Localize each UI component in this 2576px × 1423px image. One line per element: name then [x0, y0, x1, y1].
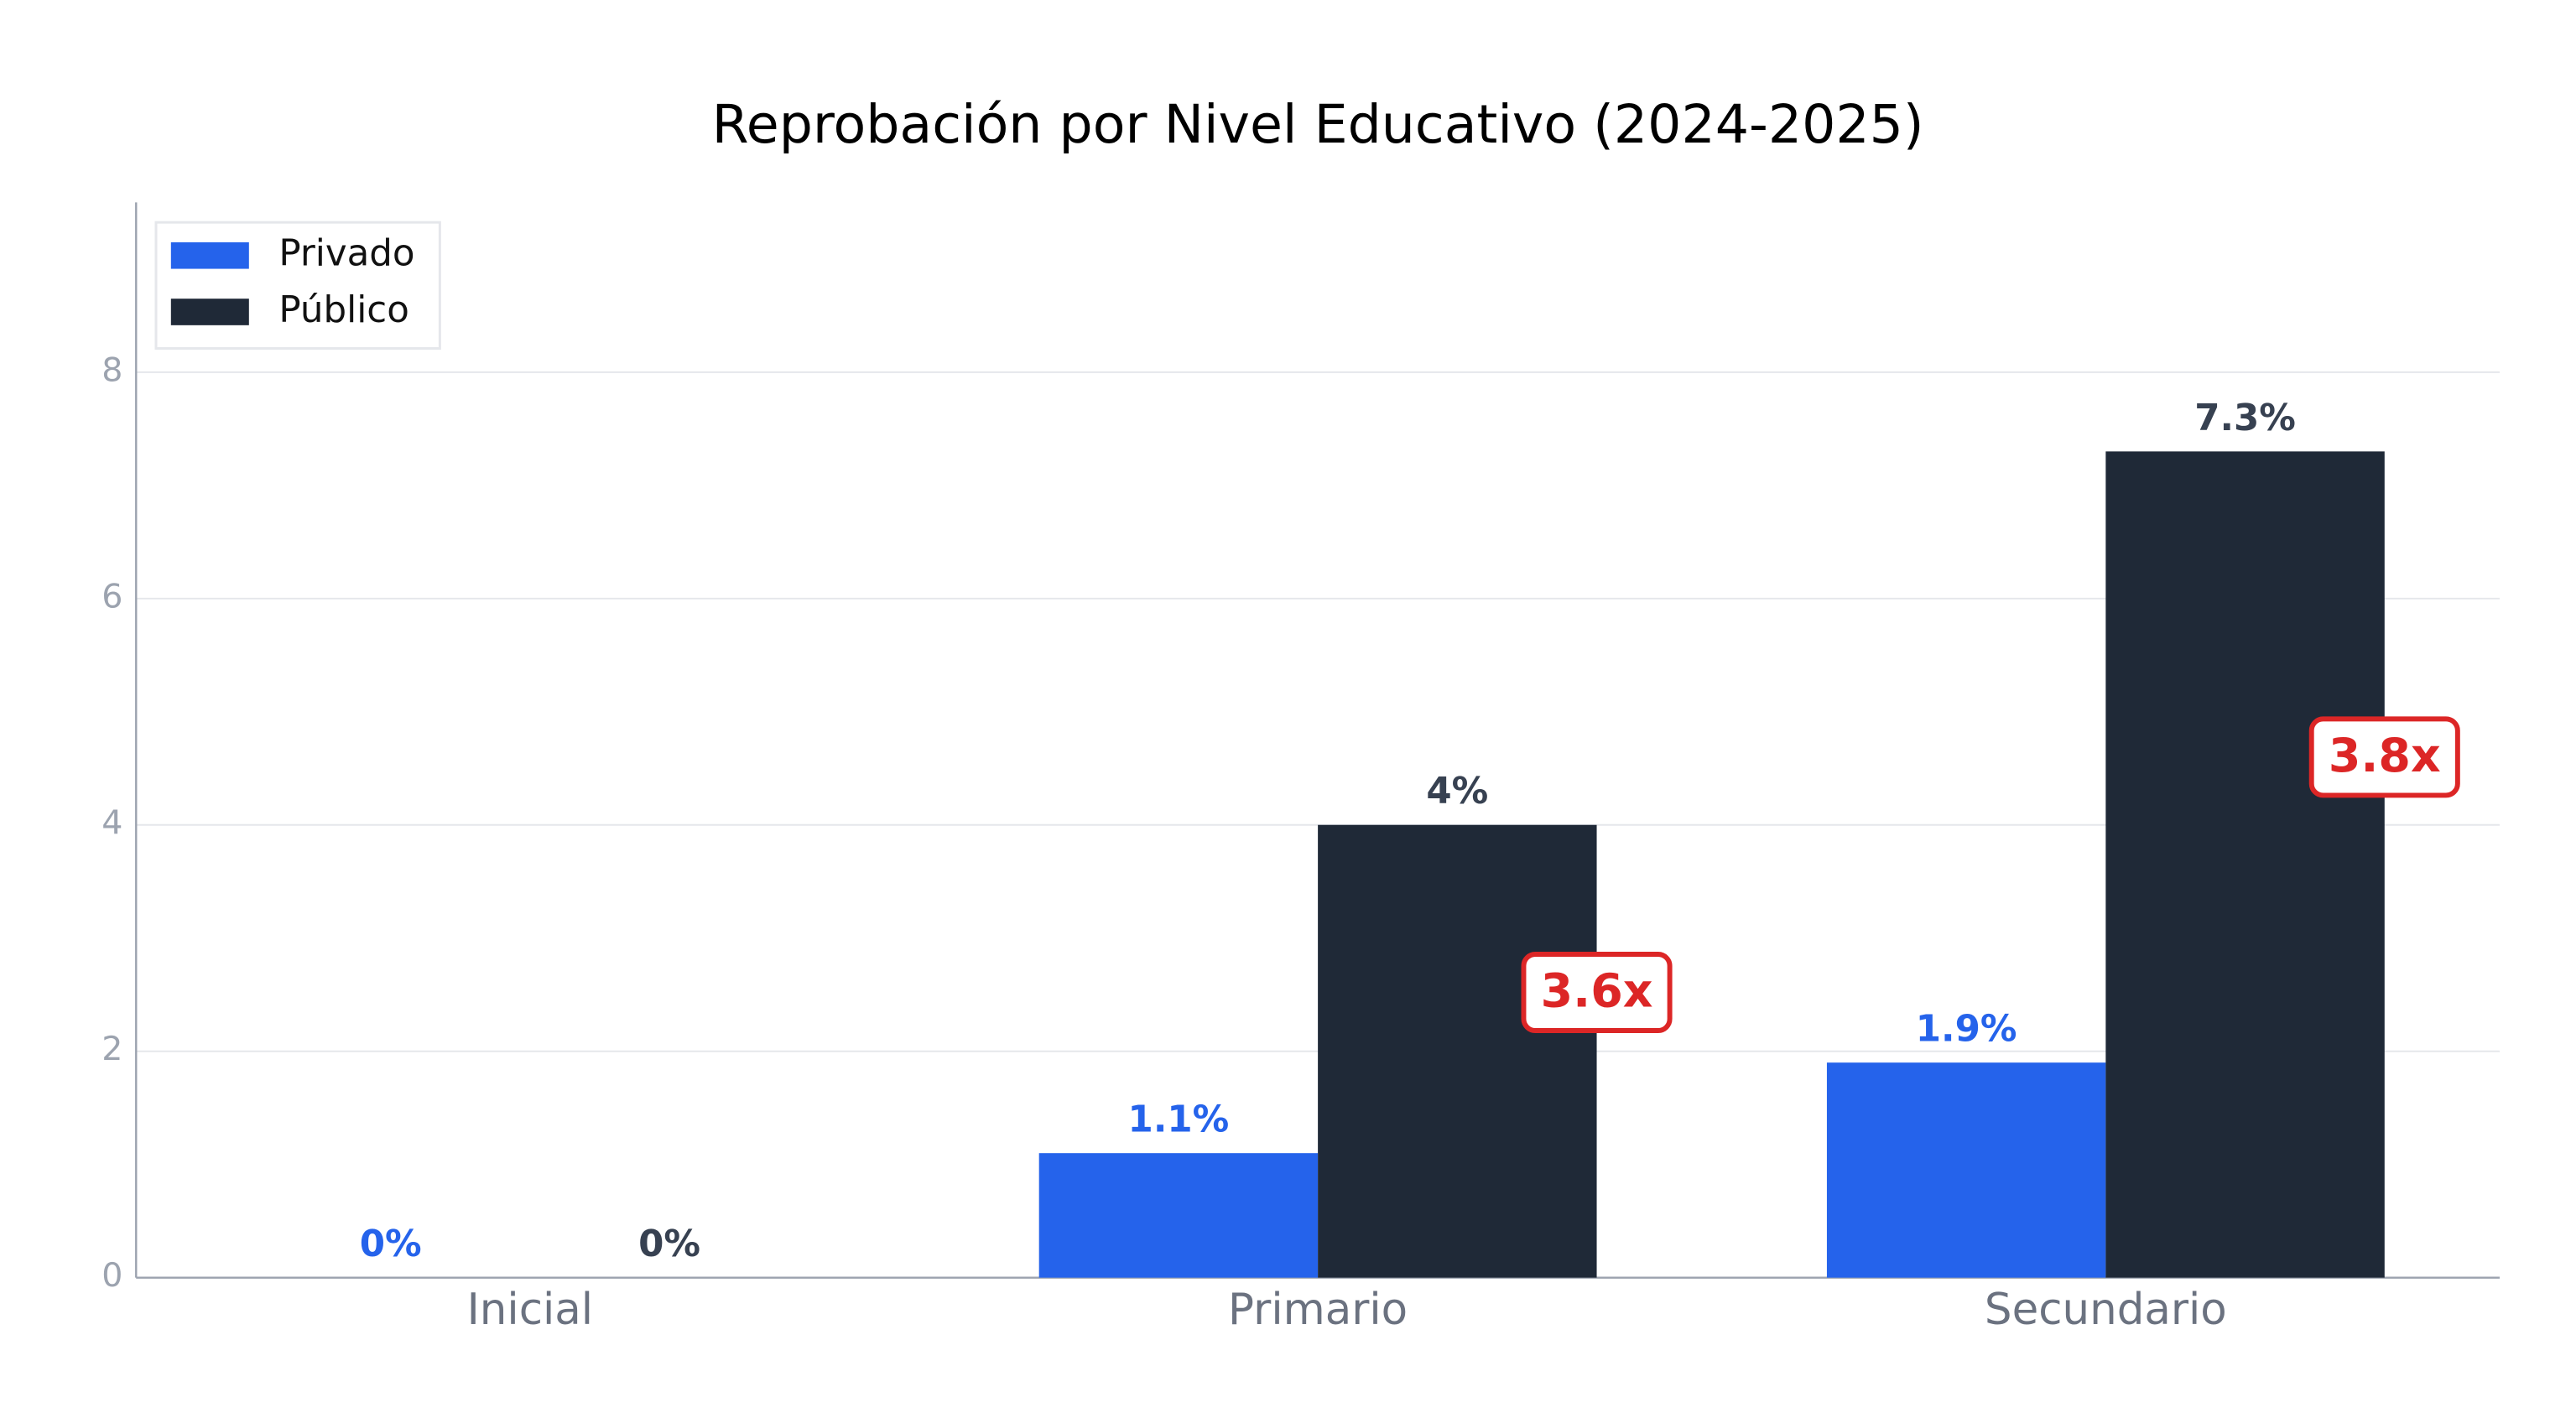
value-label: 4% [1426, 771, 1488, 813]
bar [1826, 1062, 2106, 1278]
x-tick-label: Primario [1228, 1285, 1408, 1335]
value-label: 1.1% [1128, 1099, 1230, 1141]
y-tick-label: 0 [101, 1256, 122, 1295]
x-tick-label: Secundario [1985, 1285, 2227, 1335]
bar [2105, 451, 2385, 1278]
legend-swatch [170, 241, 249, 269]
y-tick-label: 4 [101, 803, 122, 842]
bar [1038, 1153, 1319, 1278]
ratio-box [2308, 716, 2460, 798]
y-tick-label: 2 [101, 1030, 122, 1068]
y-tick-label: 8 [101, 351, 122, 389]
x-tick-label: Inicial [467, 1285, 593, 1335]
y-tick-label: 6 [101, 577, 122, 615]
value-label: 1.9% [1916, 1009, 2017, 1051]
value-label: 7.3% [2194, 397, 2296, 439]
legend-label: Privado [278, 233, 414, 275]
chart-title: Reprobación por Nivel Educativo (2024-20… [712, 93, 1924, 155]
ratio-label: 3.8x [2329, 730, 2441, 783]
bar [1318, 824, 1597, 1278]
legend-label: Público [278, 289, 409, 331]
legend: Privado Público [154, 221, 441, 351]
legend-swatch [170, 299, 249, 325]
ratio-label: 3.6x [1541, 965, 1653, 1019]
value-label: 0% [638, 1223, 700, 1265]
value-label: 0% [360, 1223, 422, 1265]
ratio-box [1521, 952, 1673, 1033]
